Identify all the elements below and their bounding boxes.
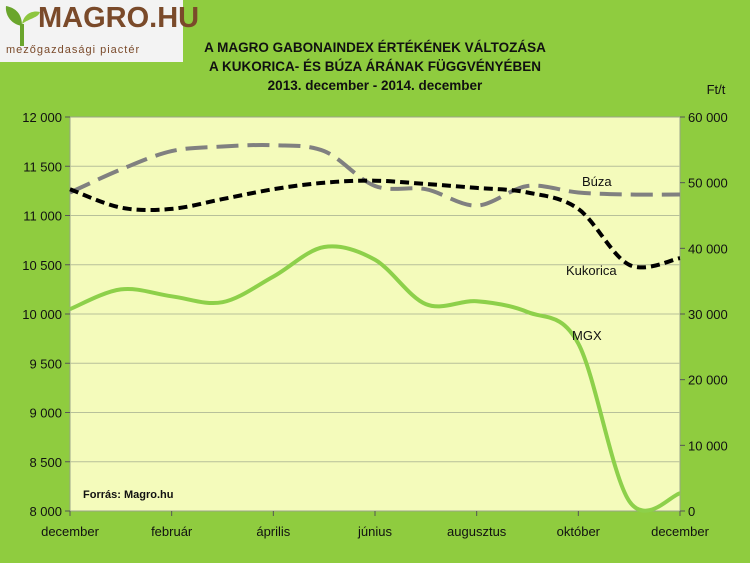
x-tick-label: december bbox=[41, 524, 99, 539]
chart-title-line-2: A KUKORICA- ÉS BÚZA ÁRÁNAK FÜGGVÉNYÉBEN bbox=[208, 59, 541, 74]
series-label-búza: Búza bbox=[582, 174, 612, 189]
left-tick-label: 8 000 bbox=[29, 504, 62, 519]
x-tick-label: augusztus bbox=[447, 524, 507, 539]
right-tick-label: 10 000 bbox=[688, 438, 728, 453]
series-line-kukorica bbox=[69, 178, 681, 270]
right-tick-label: 20 000 bbox=[688, 373, 728, 388]
right-tick-label: 40 000 bbox=[688, 241, 728, 256]
x-tick-label: február bbox=[151, 524, 193, 539]
right-tick-label: 0 bbox=[688, 504, 695, 519]
series-line-mgx bbox=[69, 244, 681, 513]
chart-title: A MAGRO GABONAINDEX ÉRTÉKÉNEK VÁLTOZÁSA … bbox=[190, 38, 560, 95]
right-tick-label: 50 000 bbox=[688, 176, 728, 191]
logo-wordmark: MAGRO.HU bbox=[38, 2, 200, 34]
source-note: Forrás: Magro.hu bbox=[83, 489, 173, 501]
chart-title-line-3: 2013. december - 2014. december bbox=[267, 78, 483, 93]
right-tick-label: 60 000 bbox=[688, 110, 728, 125]
left-tick-label: 11 500 bbox=[23, 159, 62, 174]
series-line-búza bbox=[69, 142, 681, 208]
chart-title-line-1: A MAGRO GABONAINDEX ÉRTÉKÉNEK VÁLTOZÁSA bbox=[204, 40, 546, 55]
sprout-icon bbox=[5, 6, 40, 46]
x-tick-label: október bbox=[557, 524, 601, 539]
left-tick-label: 10 000 bbox=[22, 307, 62, 322]
right-axis-unit: Ft/t bbox=[707, 82, 726, 97]
left-tick-label: 9 000 bbox=[29, 406, 62, 421]
left-tick-label: 12 000 bbox=[22, 110, 62, 125]
x-tick-label: április bbox=[256, 524, 290, 539]
x-tick-label: december bbox=[651, 524, 709, 539]
left-tick-label: 8 500 bbox=[29, 455, 62, 470]
logo-tagline: mezőgazdasági piactér bbox=[6, 44, 141, 56]
left-tick-label: 10 500 bbox=[22, 258, 62, 273]
series-label-mgx: MGX bbox=[572, 328, 602, 343]
right-tick-label: 30 000 bbox=[688, 307, 728, 322]
left-tick-label: 9 500 bbox=[29, 356, 62, 371]
left-tick-label: 11 000 bbox=[23, 209, 62, 224]
x-tick-label: június bbox=[357, 524, 392, 539]
series-label-kukorica: Kukorica bbox=[566, 263, 617, 278]
magro-logo: MAGRO.HU mezőgazdasági piactér bbox=[0, 0, 199, 62]
